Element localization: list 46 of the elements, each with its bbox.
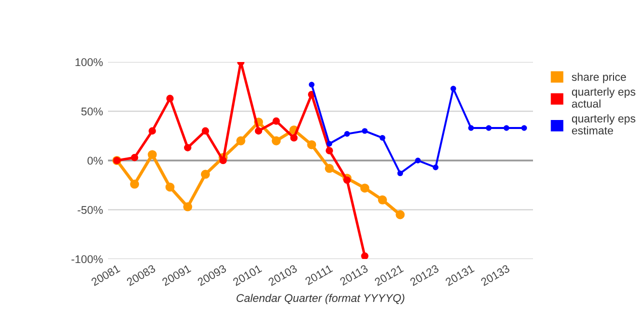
legend-label: share price — [572, 72, 626, 84]
point — [236, 136, 246, 146]
point — [254, 127, 262, 135]
point — [450, 86, 456, 92]
point — [380, 134, 386, 141]
point — [184, 144, 192, 152]
legend-label: quarterly eps actual — [572, 88, 636, 108]
y-tick-label: 50% — [81, 108, 103, 116]
point — [272, 136, 281, 146]
point — [486, 125, 492, 131]
point — [360, 184, 370, 193]
point — [272, 117, 280, 125]
point — [362, 128, 368, 134]
y-tick-label: 0% — [88, 156, 103, 165]
point — [521, 125, 527, 131]
point — [219, 156, 227, 164]
point — [166, 94, 174, 102]
point — [326, 146, 334, 154]
legend-label: quarterly eps estimate — [572, 114, 636, 134]
point — [183, 202, 192, 212]
point — [130, 180, 140, 189]
y-tick-label: -100% — [72, 255, 103, 264]
point — [148, 150, 157, 160]
point — [148, 127, 156, 135]
point — [326, 140, 332, 147]
point — [504, 125, 510, 131]
point — [324, 164, 334, 173]
point — [378, 195, 387, 204]
point — [307, 140, 316, 150]
y-tick-label: -50% — [78, 206, 103, 214]
point — [344, 131, 350, 137]
point — [415, 158, 421, 164]
point — [361, 252, 368, 259]
point — [432, 164, 438, 170]
point — [130, 154, 138, 162]
point — [343, 176, 351, 184]
y-tick-label: 100% — [76, 58, 103, 66]
point — [468, 125, 474, 131]
point — [202, 127, 210, 135]
x-axis-title: Calendar Quarter (format YYYYQ) — [236, 294, 404, 304]
point — [200, 170, 210, 179]
point — [290, 134, 298, 142]
point — [397, 170, 404, 176]
point — [165, 182, 174, 192]
point — [308, 82, 314, 88]
point — [396, 210, 405, 220]
